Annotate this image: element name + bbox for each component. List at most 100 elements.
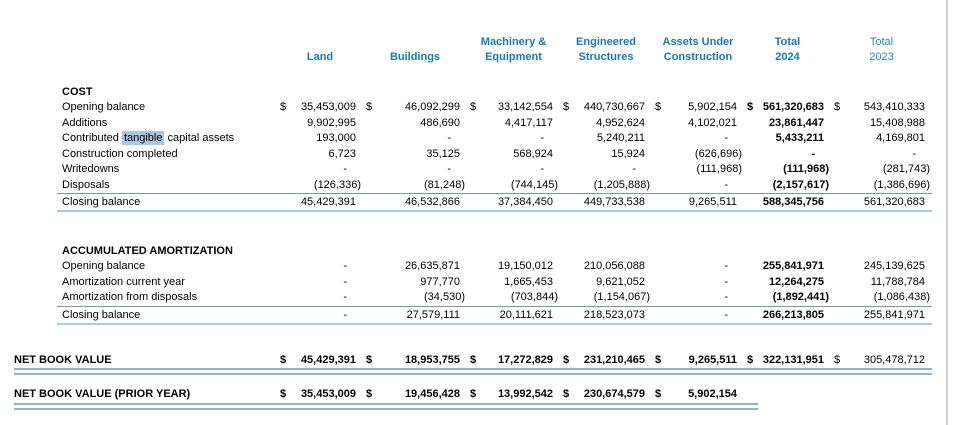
amount-value: 4,102,021 bbox=[688, 116, 737, 129]
dollar-sign: $ bbox=[470, 353, 477, 366]
column-header-line2: 2023 bbox=[869, 51, 894, 63]
amount-value: 210,056,088 bbox=[583, 260, 645, 272]
table-row: Opening balance - 26,635,871 19,150,012 210,… bbox=[0, 259, 932, 275]
amount-value: (1,086,438) bbox=[873, 291, 930, 303]
row-label: Closing balance bbox=[62, 196, 141, 208]
amount-cell: 15,924 bbox=[560, 147, 652, 163]
table-row: Closing balance 45,429,391 46,532,866 37,38… bbox=[0, 194, 932, 210]
table-row: Amortization current year - 977,770 1,665,4… bbox=[0, 275, 932, 291]
amount-value: (2,157,617) bbox=[772, 178, 829, 191]
row-label: Amortization current year bbox=[62, 275, 185, 288]
amount-value: 230,674,579 bbox=[583, 388, 645, 400]
amount-value: 19,456,428 bbox=[404, 388, 460, 400]
amount-cell: (81,248) bbox=[363, 178, 467, 194]
row-label: Closing balance bbox=[62, 308, 141, 321]
amount-value: (1,892,441) bbox=[772, 291, 829, 303]
amount-cell bbox=[744, 387, 831, 403]
amount-cell: (126,336) bbox=[277, 178, 363, 194]
amount-value: 37,384,450 bbox=[497, 196, 553, 208]
amount-value: - bbox=[632, 163, 636, 175]
amount-cell: - bbox=[363, 162, 467, 178]
spacer bbox=[0, 325, 960, 353]
row-label: Amortization from disposals bbox=[62, 291, 198, 303]
spacer bbox=[0, 0, 960, 33]
dollar-sign: $ bbox=[470, 101, 477, 113]
amount-cell: - bbox=[744, 147, 831, 163]
amount-value: 245,139,625 bbox=[863, 260, 925, 272]
amount-value: (81,248) bbox=[424, 178, 465, 191]
amount-value: 17,272,829 bbox=[497, 353, 553, 366]
amount-value: - bbox=[540, 163, 544, 175]
table-row: NET BOOK VALUE $45,429,391 $18,953,755 $17,… bbox=[0, 353, 932, 369]
amount-value: 27,579,111 bbox=[406, 308, 460, 321]
amount-value: 543,410,333 bbox=[863, 101, 925, 113]
amount-cell: 11,788,784 bbox=[831, 275, 932, 291]
amount-cell: $9,265,511 bbox=[652, 353, 744, 369]
table-row: Contributed tangible capital assets 193,0… bbox=[0, 131, 932, 147]
amount-cell: 12,264,275 bbox=[744, 275, 831, 291]
amount-cell: 15,408,988 bbox=[831, 116, 932, 132]
amount-cell: $231,210,465 bbox=[560, 353, 652, 369]
amount-cell: $543,410,333 bbox=[831, 100, 932, 116]
closing-balance-rule-top bbox=[57, 305, 932, 307]
amount-value: 46,532,866 bbox=[404, 196, 460, 208]
amount-value: (281,743) bbox=[882, 163, 930, 175]
amount-value: (744,145) bbox=[510, 178, 558, 191]
amount-value: - bbox=[724, 291, 728, 303]
amount-value: - bbox=[343, 260, 347, 272]
dollar-sign: $ bbox=[834, 101, 841, 113]
dollar-sign: $ bbox=[655, 353, 662, 366]
amount-value: 5,240,211 bbox=[596, 132, 645, 144]
amount-cell: 23,861,447 bbox=[744, 116, 831, 132]
amount-cell: - bbox=[277, 275, 363, 291]
amount-value: 20,111,621 bbox=[499, 308, 553, 321]
amount-value: 218,523,073 bbox=[583, 308, 645, 321]
amount-cell: $561,320,683 bbox=[744, 100, 831, 116]
amount-value: - bbox=[343, 291, 347, 303]
amount-value: 11,788,784 bbox=[870, 275, 925, 288]
amount-cell: (34,530) bbox=[363, 290, 467, 306]
amount-cell: (1,205,888) bbox=[560, 178, 652, 194]
amount-value: 1,665,453 bbox=[504, 275, 553, 288]
column-header-line1: Total bbox=[869, 36, 894, 48]
amount-cell: 568,924 bbox=[467, 147, 560, 163]
amount-value: 322,131,951 bbox=[762, 353, 824, 366]
amount-cell: - bbox=[652, 275, 744, 291]
amount-cell: 255,841,971 bbox=[744, 259, 831, 275]
table-row: Closing balance - 27,579,111 20,111,621 218,… bbox=[0, 307, 932, 323]
highlighted-word: tangible bbox=[121, 131, 165, 145]
amount-cell: 9,902,995 bbox=[277, 116, 363, 132]
column-header-line2: Land bbox=[306, 51, 334, 63]
amount-value: 255,841,971 bbox=[762, 260, 824, 272]
amount-cell: - bbox=[277, 307, 363, 323]
amount-cell: $305,478,712 bbox=[831, 353, 932, 369]
amount-cell: (1,892,441) bbox=[744, 290, 831, 306]
amount-cell: 449,733,538 bbox=[560, 194, 652, 210]
amount-value: - bbox=[343, 275, 347, 288]
amount-cell: 6,723 bbox=[277, 147, 363, 163]
amount-cell: 9,265,511 bbox=[652, 194, 744, 210]
amount-cell: $5,902,154 bbox=[652, 387, 744, 403]
dollar-sign: $ bbox=[563, 101, 570, 113]
spacer bbox=[0, 375, 960, 387]
closing-balance-rule-bottom bbox=[57, 210, 932, 212]
amount-value: - bbox=[540, 132, 544, 144]
amount-value: (1,386,696) bbox=[873, 178, 930, 191]
amount-value: 45,429,391 bbox=[300, 196, 356, 208]
amount-cell: 977,770 bbox=[363, 275, 467, 291]
spacer bbox=[0, 212, 960, 244]
section-title-row: COST bbox=[0, 85, 932, 100]
amount-value: 46,092,299 bbox=[404, 101, 460, 113]
row-label: NET BOOK VALUE (PRIOR YEAR) bbox=[14, 388, 191, 400]
amount-cell bbox=[831, 387, 932, 403]
schedule-content: Land Buildings Machinery & Equipment Enginee… bbox=[0, 0, 960, 410]
dollar-sign: $ bbox=[834, 353, 841, 366]
section-title: COST bbox=[62, 86, 93, 98]
column-header-land: Land bbox=[277, 33, 363, 65]
amount-cell: 218,523,073 bbox=[560, 307, 652, 323]
amount-value: 35,125 bbox=[426, 147, 460, 160]
row-label: Writedowns bbox=[62, 163, 120, 175]
amount-cell: (744,145) bbox=[467, 178, 560, 194]
amount-cell: $46,092,299 bbox=[363, 100, 467, 116]
